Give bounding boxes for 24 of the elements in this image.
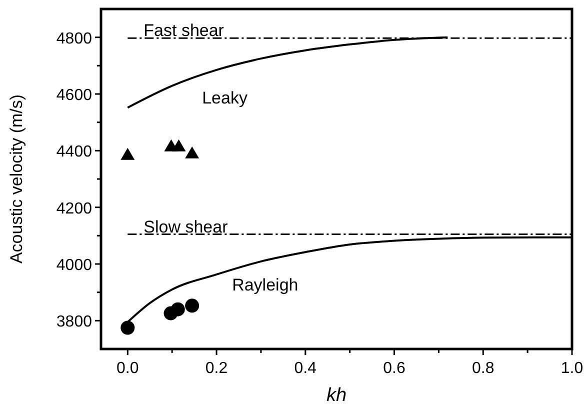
- y-tick-label: 4600: [56, 87, 92, 104]
- x-tick-label: 0.2: [205, 360, 228, 377]
- point: [120, 320, 135, 335]
- text: Rayleigh: [232, 276, 298, 295]
- point: [185, 298, 200, 313]
- y-tick-label: 3800: [56, 314, 92, 331]
- point: [172, 139, 186, 152]
- y-axis-title: Acoustic velocity (m/s): [7, 94, 26, 264]
- x-axis-title: kh: [326, 385, 347, 406]
- x-tick-label: 0.0: [116, 360, 139, 377]
- x-tick-label: 0.8: [472, 360, 494, 377]
- ref-line-label: Fast shear: [144, 21, 224, 40]
- point: [170, 302, 185, 316]
- text: Leaky: [202, 88, 248, 108]
- point: [120, 148, 135, 160]
- point: [185, 146, 200, 158]
- x-tick-label: 0.4: [294, 360, 317, 377]
- y-tick-label: 4200: [56, 200, 92, 218]
- y-tick-label: 4000: [56, 257, 92, 274]
- x-tick-label: 0.6: [383, 360, 406, 377]
- ref-line-label: Slow shear: [144, 217, 228, 236]
- y-tick-label: 4400: [56, 144, 92, 161]
- x-tick-label: 1.0: [560, 360, 584, 377]
- y-tick-label: 4800: [56, 30, 92, 48]
